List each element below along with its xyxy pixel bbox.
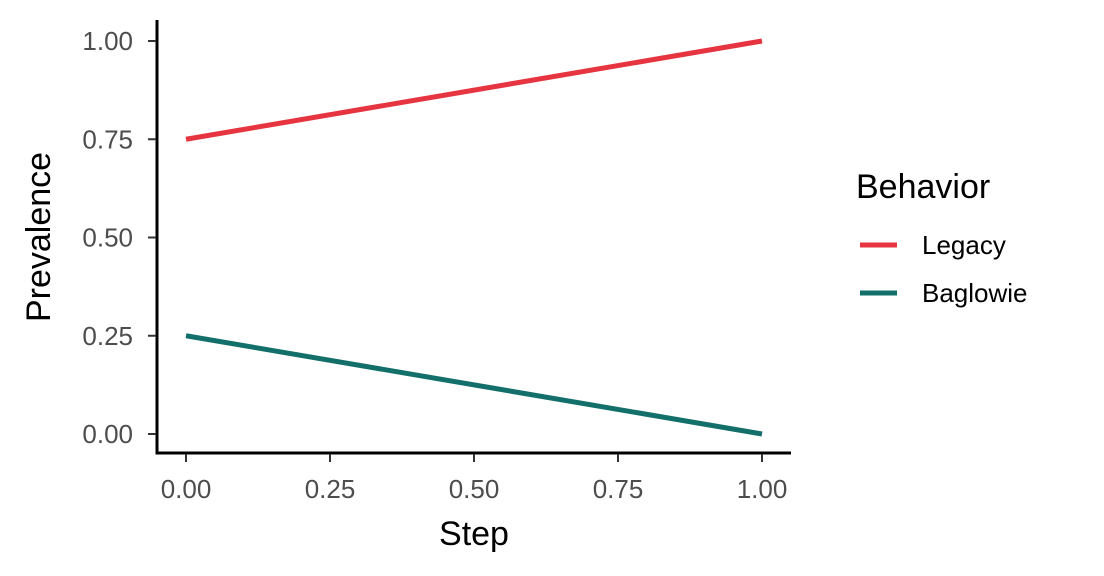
legend-items: Legacy Baglowie (860, 230, 1028, 308)
x-axis-title: Step (439, 515, 509, 553)
x-tick-label: 0.75 (593, 474, 644, 504)
legend-title: Behavior (856, 168, 990, 206)
y-tick-label: 0.50 (82, 223, 133, 253)
y-tick-label: 1.00 (82, 26, 133, 56)
series-lines (185, 38, 763, 437)
y-tick-label: 0.00 (82, 419, 133, 449)
plot-area: 0.00 0.25 0.50 0.75 1.00 0.00 0.25 0.50 0.75 1.0… (82, 20, 791, 504)
series-line-legacy (185, 38, 763, 142)
y-ticks: 0.00 0.25 0.50 0.75 1.00 (82, 26, 156, 449)
legend-label-legacy: Legacy (922, 230, 1006, 260)
x-tick-label: 0.25 (305, 474, 356, 504)
x-tick-label: 1.00 (737, 474, 788, 504)
y-tick-label: 0.75 (82, 124, 133, 154)
x-ticks: 0.00 0.25 0.50 0.75 1.00 (161, 454, 788, 504)
x-tick-label: 0.50 (449, 474, 500, 504)
legend: Behavior Legacy Baglowie (856, 168, 1028, 308)
series-line-baglowie (185, 333, 763, 437)
y-tick-label: 0.25 (82, 321, 133, 351)
legend-label-baglowie: Baglowie (922, 278, 1028, 308)
x-tick-label: 0.00 (161, 474, 212, 504)
y-axis-title: Prevalence (20, 152, 58, 322)
